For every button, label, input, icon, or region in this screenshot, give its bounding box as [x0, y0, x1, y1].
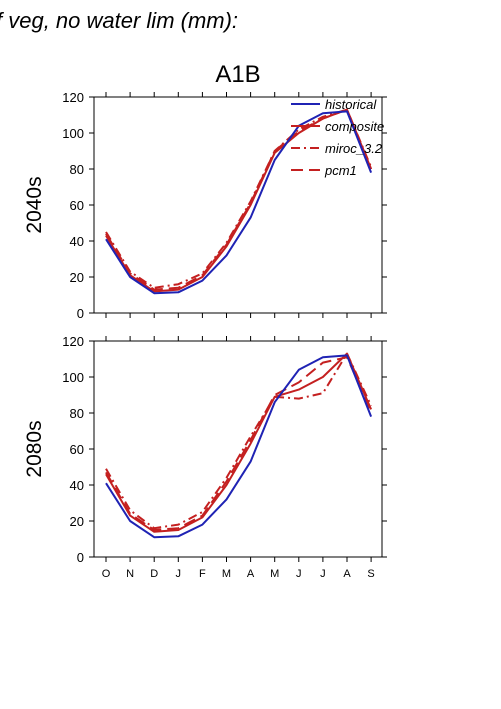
- series-line-pcm1: [105, 108, 373, 291]
- x-tick-label: A: [343, 568, 351, 580]
- series-line-miroc-3-2: [105, 352, 373, 530]
- y-tick-label: 20: [70, 270, 84, 285]
- y-tick-label: 0: [77, 306, 84, 321]
- y-tick-label: 100: [62, 370, 84, 385]
- legend-label: pcm1: [324, 163, 357, 178]
- figure-title: f veg, no water lim (mm):: [0, 8, 238, 33]
- y-tick-label: 80: [70, 406, 84, 421]
- x-tick-label: A: [247, 568, 255, 580]
- y-tick-label: 80: [70, 162, 84, 177]
- x-tick-label: J: [320, 568, 326, 580]
- row-label-2040s: 2040s: [23, 176, 46, 233]
- series-line-miroc-3-2: [105, 108, 373, 289]
- x-tick-label: S: [367, 568, 374, 580]
- chart-panel-2040s: 0 20 40 60 80 100 120 historical composite miroc_…: [62, 90, 387, 321]
- legend-label: composite: [325, 119, 384, 134]
- y-tick-label: 60: [70, 198, 84, 213]
- series-line-pcm1: [105, 356, 373, 531]
- x-tick-label: F: [199, 568, 206, 580]
- x-tick-label: J: [296, 568, 302, 580]
- y-tick-label: 40: [70, 234, 84, 249]
- y-tick-label: 20: [70, 514, 84, 529]
- y-tick-label: 120: [62, 90, 84, 105]
- x-tick-label: M: [270, 568, 279, 580]
- x-tick-label: M: [222, 568, 231, 580]
- series-line-composite: [105, 108, 373, 293]
- series-line-historical: [105, 354, 373, 539]
- x-tick-label: N: [126, 568, 134, 580]
- chart-panel-2080s: 0 20 40 60 80 100 120 O N D J F M A M J J A S: [62, 334, 387, 580]
- row-label-2080s: 2080s: [23, 420, 46, 477]
- legend-label: miroc_3.2: [325, 141, 383, 156]
- y-tick-label: 120: [62, 334, 84, 349]
- x-tick-label: D: [150, 568, 158, 580]
- y-tick-label: 100: [62, 126, 84, 141]
- x-tick-label: O: [102, 568, 111, 580]
- legend-label: historical: [325, 97, 377, 112]
- y-tick-label: 60: [70, 442, 84, 457]
- y-tick-label: 40: [70, 478, 84, 493]
- x-tick-label: J: [176, 568, 182, 580]
- y-tick-label: 0: [77, 550, 84, 565]
- series-line-historical: [105, 110, 373, 295]
- panel-title: A1B: [215, 61, 260, 88]
- series-line-composite: [105, 352, 373, 533]
